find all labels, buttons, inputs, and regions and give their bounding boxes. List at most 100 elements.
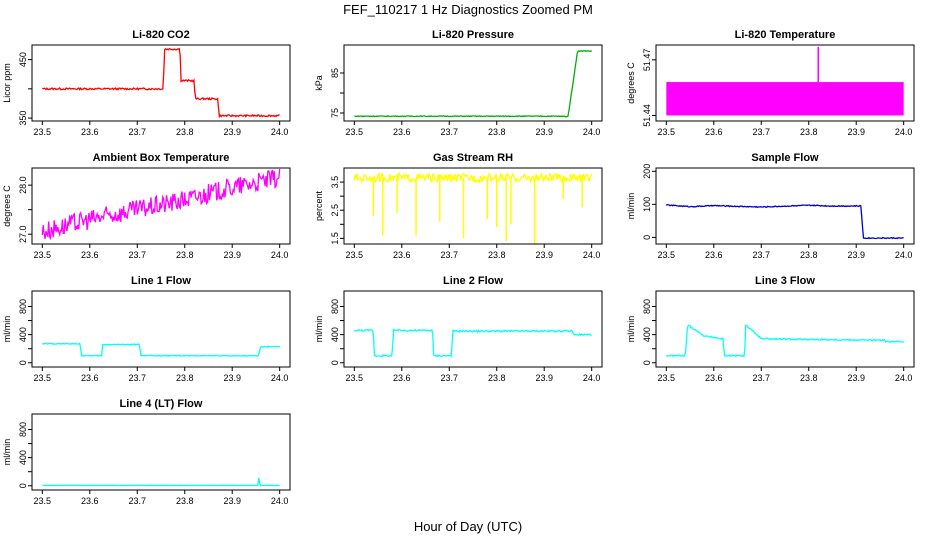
series-#ffff00 bbox=[353, 171, 593, 244]
x-tick-label: 24.0 bbox=[895, 250, 913, 260]
x-tick-label: 23.9 bbox=[223, 373, 241, 383]
figure-title: FEF_110217 1 Hz Diagnostics Zoomed PM bbox=[343, 2, 593, 17]
y-tick-label: 100 bbox=[642, 197, 652, 212]
x-tick-label: 23.8 bbox=[176, 250, 194, 260]
x-tick-label: 24.0 bbox=[895, 373, 913, 383]
x-tick-label: 24.0 bbox=[583, 250, 601, 260]
y-tick-label: 400 bbox=[642, 327, 652, 342]
series-#00ffff bbox=[353, 328, 592, 358]
x-tick-label: 23.5 bbox=[34, 127, 52, 137]
y-tick-label: 28.0 bbox=[18, 176, 28, 194]
x-tick-label: 23.8 bbox=[176, 496, 194, 506]
x-tick-label: 23.6 bbox=[705, 127, 723, 137]
data-band bbox=[666, 82, 904, 116]
panel-2: Li-820 Pressure 23.5 23.6 23.7 23.8 23.9 24.0 7… bbox=[314, 29, 603, 137]
x-tick-label: 23.7 bbox=[752, 127, 770, 137]
x-tick-label: 23.9 bbox=[847, 250, 865, 260]
series-#00ffff bbox=[42, 477, 280, 487]
x-tick-label: 23.9 bbox=[223, 496, 241, 506]
series-#00b000 bbox=[354, 49, 593, 118]
x-tick-label: 23.9 bbox=[847, 373, 865, 383]
y-axis-label: ml/min bbox=[626, 193, 636, 220]
x-tick-label: 23.6 bbox=[705, 250, 723, 260]
x-tick-label: 23.7 bbox=[128, 496, 146, 506]
x-tick-label: 23.5 bbox=[34, 250, 52, 260]
x-tick-label: 23.9 bbox=[223, 250, 241, 260]
y-tick-label: 200 bbox=[642, 164, 652, 179]
y-tick-label: 0 bbox=[642, 235, 652, 240]
y-tick-label: 0 bbox=[642, 360, 652, 365]
panel-6: Sample Flow 23.5 23.6 23.7 23.8 23.9 24.0 0 100 2… bbox=[626, 152, 915, 260]
y-axis-label: kPa bbox=[314, 75, 324, 91]
y-tick-label: 0 bbox=[18, 483, 28, 488]
x-tick-label: 23.8 bbox=[488, 127, 506, 137]
panel-5: Gas Stream RH 23.5 23.6 23.7 23.8 23.9 24.0 1.5… bbox=[314, 152, 603, 260]
x-tick-label: 23.5 bbox=[658, 373, 676, 383]
x-tick-label: 23.7 bbox=[752, 250, 770, 260]
x-tick-label: 23.7 bbox=[128, 127, 146, 137]
x-tick-label: 23.7 bbox=[440, 373, 458, 383]
x-tick-label: 23.6 bbox=[81, 250, 99, 260]
plot-frame bbox=[31, 167, 291, 245]
y-tick-label: 75 bbox=[330, 108, 340, 118]
x-tick-label: 24.0 bbox=[271, 250, 289, 260]
plot-frame bbox=[655, 167, 915, 245]
x-tick-label: 23.9 bbox=[535, 373, 553, 383]
y-axis-label: ml/min bbox=[2, 316, 12, 343]
x-tick-label: 23.8 bbox=[800, 250, 818, 260]
x-tick-label: 23.8 bbox=[488, 250, 506, 260]
panel-title: Gas Stream RH bbox=[433, 152, 513, 164]
x-tick-label: 23.6 bbox=[393, 250, 411, 260]
y-tick-label: 800 bbox=[18, 299, 28, 314]
x-tick-label: 24.0 bbox=[583, 127, 601, 137]
x-tick-label: 23.7 bbox=[128, 250, 146, 260]
plot-frame bbox=[343, 167, 603, 245]
y-tick-label: 800 bbox=[330, 299, 340, 314]
data-line bbox=[353, 328, 592, 358]
plot-frame bbox=[343, 44, 603, 122]
y-tick-label: 85 bbox=[330, 68, 340, 78]
plot-frame bbox=[31, 413, 291, 491]
plot-frame bbox=[343, 290, 603, 368]
figure-xlabel: Hour of Day (UTC) bbox=[414, 519, 522, 534]
data-line bbox=[41, 342, 281, 357]
data-line bbox=[41, 168, 281, 241]
y-tick-label: 1.5 bbox=[330, 232, 340, 245]
x-tick-label: 23.5 bbox=[346, 373, 364, 383]
y-tick-label: 800 bbox=[642, 299, 652, 314]
plot-frame bbox=[31, 44, 291, 122]
x-tick-label: 23.6 bbox=[81, 496, 99, 506]
x-tick-label: 23.7 bbox=[128, 373, 146, 383]
panels: Li-820 CO2 23.5 23.6 23.7 23.8 23.9 24.0 350 450… bbox=[2, 29, 915, 506]
x-tick-label: 24.0 bbox=[271, 127, 289, 137]
x-tick-label: 23.5 bbox=[34, 373, 52, 383]
x-tick-label: 23.6 bbox=[705, 373, 723, 383]
plot-frame bbox=[655, 290, 915, 368]
y-tick-label: 0 bbox=[18, 360, 28, 365]
panel-1: Li-820 CO2 23.5 23.6 23.7 23.8 23.9 24.0 350 450… bbox=[2, 29, 291, 137]
x-tick-label: 24.0 bbox=[583, 373, 601, 383]
x-tick-label: 23.5 bbox=[658, 250, 676, 260]
panel-title: Li-820 CO2 bbox=[132, 29, 189, 41]
x-tick-label: 23.9 bbox=[535, 127, 553, 137]
plot-frame bbox=[31, 290, 291, 368]
x-tick-label: 23.8 bbox=[176, 373, 194, 383]
panel-title: Line 4 (LT) Flow bbox=[120, 398, 203, 410]
series-#ff00ff bbox=[666, 46, 904, 116]
panel-4: Ambient Box Temperature 23.5 23.6 23.7 23.8 2… bbox=[2, 152, 291, 260]
series-#ff0000 bbox=[42, 47, 280, 119]
x-tick-label: 23.8 bbox=[800, 373, 818, 383]
data-line bbox=[353, 171, 593, 185]
series-#00ffff bbox=[665, 324, 905, 358]
y-axis-label: ml/min bbox=[2, 439, 12, 466]
y-tick-label: 400 bbox=[330, 327, 340, 342]
data-line bbox=[354, 49, 593, 118]
x-tick-label: 23.6 bbox=[393, 373, 411, 383]
x-tick-label: 23.9 bbox=[223, 127, 241, 137]
y-tick-label: 3.5 bbox=[330, 176, 340, 189]
x-tick-label: 23.7 bbox=[752, 373, 770, 383]
x-tick-label: 23.8 bbox=[800, 127, 818, 137]
series-#00ffff bbox=[41, 342, 281, 357]
panel-title: Ambient Box Temperature bbox=[93, 152, 230, 164]
